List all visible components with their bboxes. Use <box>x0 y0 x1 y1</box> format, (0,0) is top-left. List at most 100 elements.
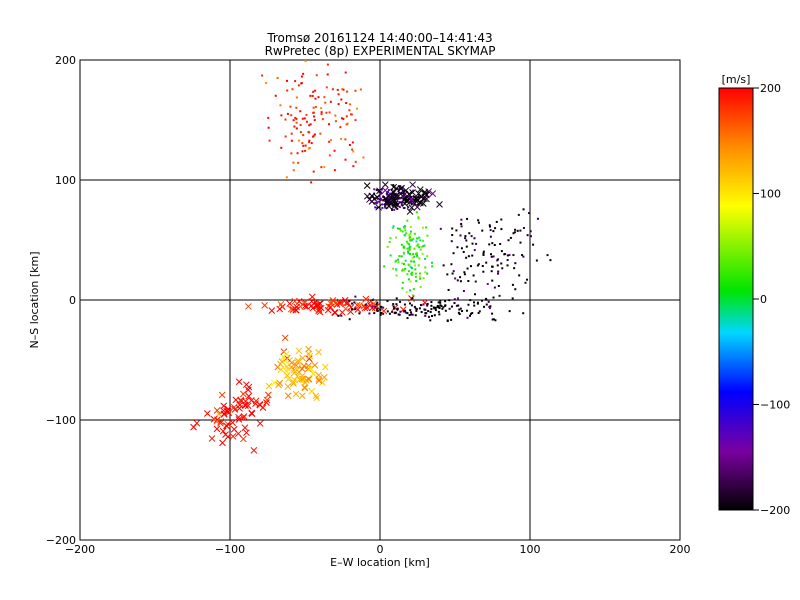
data-point-x <box>301 379 309 387</box>
data-point-x <box>356 302 363 309</box>
data-point <box>292 119 295 122</box>
data-point <box>492 296 495 299</box>
data-point <box>457 304 460 307</box>
data-point <box>418 275 421 278</box>
data-point <box>442 306 445 309</box>
data-point <box>415 237 418 240</box>
data-point <box>488 305 491 308</box>
y-tick-labels: −200 −100 0 100 200 <box>46 54 76 547</box>
data-point <box>381 206 384 209</box>
data-point-x <box>268 307 276 315</box>
data-point <box>376 307 379 310</box>
data-point <box>333 149 336 152</box>
data-point <box>379 192 382 195</box>
data-point <box>412 189 415 192</box>
data-point <box>513 267 516 270</box>
data-point <box>467 279 470 282</box>
colorbar: [m/s] 200 100 0 −100 −200 <box>718 73 790 517</box>
data-point-x <box>300 376 307 383</box>
data-point <box>410 272 413 275</box>
data-point <box>526 234 529 237</box>
data-point <box>521 254 524 257</box>
data-point <box>290 114 293 117</box>
data-point <box>415 280 418 283</box>
data-point <box>418 272 421 275</box>
data-point-x <box>213 418 221 425</box>
data-point <box>402 310 405 313</box>
data-point <box>396 227 399 230</box>
data-point <box>384 206 387 209</box>
data-point <box>364 303 367 306</box>
data-point-x <box>313 302 321 310</box>
data-point <box>488 307 491 310</box>
data-point <box>414 307 417 310</box>
data-point <box>328 123 331 126</box>
data-point <box>491 265 494 268</box>
data-point <box>351 141 354 144</box>
data-point <box>308 139 311 142</box>
data-point <box>472 274 475 277</box>
data-point <box>481 299 484 302</box>
data-point-x <box>243 429 250 437</box>
data-point <box>328 140 331 143</box>
data-point <box>526 278 529 281</box>
colorbar-tick-label: −100 <box>760 399 790 412</box>
data-point <box>451 234 454 237</box>
data-point <box>466 217 469 220</box>
data-point-x <box>241 424 249 432</box>
data-point <box>491 242 494 245</box>
data-point <box>456 279 459 282</box>
data-point <box>426 234 429 237</box>
data-point <box>490 255 493 258</box>
data-point <box>420 245 423 248</box>
data-point <box>463 273 466 276</box>
data-point <box>462 290 465 293</box>
data-point <box>460 247 463 250</box>
data-point <box>491 279 494 282</box>
chart-title: Tromsø 20161124 14:40:00–14:41:43 <box>266 31 492 45</box>
data-point <box>473 304 476 307</box>
data-point-x <box>321 363 329 371</box>
data-point-x <box>193 419 201 427</box>
data-point <box>433 314 436 317</box>
data-point <box>410 260 413 263</box>
data-point <box>314 89 317 92</box>
data-point <box>261 74 264 77</box>
data-point <box>419 239 422 242</box>
data-point <box>465 309 468 312</box>
data-point <box>399 229 402 232</box>
data-point <box>514 262 517 265</box>
data-point-x <box>381 181 389 188</box>
data-point <box>331 88 334 91</box>
data-point <box>424 266 427 269</box>
data-point <box>493 244 496 247</box>
data-point-x <box>241 401 249 409</box>
data-point <box>426 272 429 275</box>
data-point <box>386 310 389 313</box>
data-point <box>482 270 485 273</box>
data-point <box>415 309 418 312</box>
data-point <box>439 299 442 302</box>
data-point <box>402 225 405 228</box>
data-point <box>412 260 415 263</box>
data-point <box>304 59 307 62</box>
colorbar-tick-label: 200 <box>760 82 781 95</box>
data-point <box>406 273 409 276</box>
data-point <box>334 114 337 117</box>
x-tick-label: 200 <box>670 543 691 556</box>
data-point <box>373 188 376 191</box>
data-point <box>314 97 317 100</box>
data-point <box>407 206 410 209</box>
data-point <box>305 120 308 123</box>
data-point <box>471 254 474 257</box>
data-point <box>477 263 480 266</box>
data-point <box>409 233 412 236</box>
data-point <box>408 243 411 246</box>
data-point <box>536 217 539 220</box>
data-point-x <box>218 391 226 399</box>
data-point <box>411 256 414 259</box>
data-point <box>434 307 437 310</box>
data-point <box>303 117 306 120</box>
data-point <box>476 264 479 267</box>
